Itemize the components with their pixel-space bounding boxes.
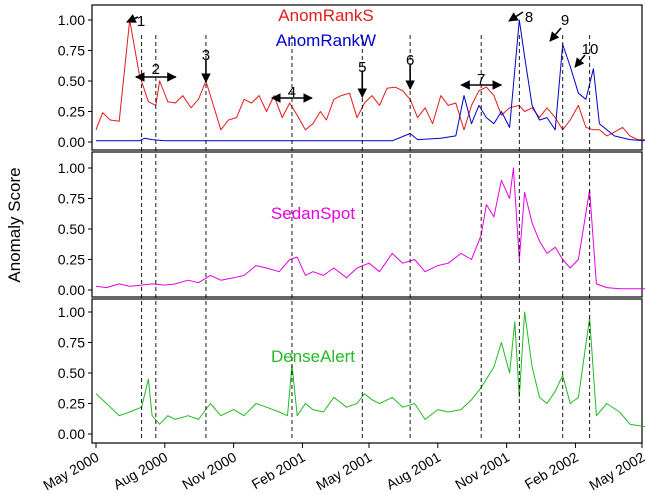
y-axis-label: Anomaly Score [5,167,24,282]
series-label-sedanspot: SedanSpot [271,204,355,223]
series-line-anomrankw [96,19,645,142]
y-tick-label: 0.00 [58,134,85,150]
annotation-9: 9 [549,12,569,42]
y-tick-label: 0.75 [58,43,85,59]
y-tick-label: 0.75 [58,191,85,207]
y-tick-label: 0.25 [58,396,85,412]
y-tick-label: 1.00 [58,12,85,28]
annotation-arrow [508,11,524,22]
panel-frame [91,151,643,298]
y-tick-label: 0.50 [58,365,85,381]
panel-3: 0.00 0.25 0.50 0.75 1.00 DenseAlert [58,298,645,444]
x-tick-label: May 2001 [313,449,374,494]
annotation-label: 5 [358,59,366,76]
annotation-label: 3 [202,47,210,64]
annotation-2: 2 [134,61,177,82]
annotation-label: 10 [582,41,599,58]
y-tick-label: 0.25 [58,252,85,268]
annotation-5: 5 [357,59,368,98]
annotation-label: 2 [152,61,160,78]
annotation-label: 1 [137,13,145,30]
x-tick-label: Nov 2001 [452,449,512,493]
annotation-4: 4 [271,84,313,103]
panel-1: 0.00 0.25 0.50 0.75 1.00 AnomRankS AnomRankW [58,4,645,151]
series-label-anomrankw: AnomRankW [276,31,376,50]
panel-frame [91,4,643,151]
panels: 0.000.250.500.751.00 AnomRankSAnomRankW0.… [58,4,645,444]
y-tick-label: 0.50 [58,73,85,89]
y-tick-label: 1.00 [58,304,85,320]
x-tick-label: Aug 2001 [383,449,443,493]
annotation-label: 8 [525,9,533,26]
series-line-sedanspot [95,167,645,290]
y-tick-label: 0.00 [58,282,85,298]
x-tick-label: May 2000 [40,449,101,494]
annotation-8: 8 [508,9,533,26]
anomaly-annotations: 1 2 3 4 5 6 7 8 9 10 [126,9,599,103]
x-tick-label: May 2002 [586,449,645,494]
y-tick-label: 0.00 [58,426,85,442]
annotation-arrow [126,14,139,23]
series-line-anomranks [95,19,645,141]
y-tick-label: 0.50 [58,221,85,237]
annotation-10: 10 [574,41,599,68]
x-tick-label: Aug 2000 [110,449,170,493]
y-tick-label: 0.25 [58,104,85,120]
annotation-7: 7 [460,71,503,90]
anomaly-marker-lines [141,35,591,440]
annotation-6: 6 [405,52,415,90]
x-axis: May 2000 Aug 2000 Nov 2000 Feb 2001 May 2001… [40,443,645,493]
panel-frame [91,298,643,444]
annotation-arrow [574,54,586,68]
x-tick-label: Feb 2001 [249,449,308,493]
annotation-1: 1 [126,13,145,30]
annotation-3: 3 [201,47,211,83]
annotation-label: 9 [561,12,569,29]
y-tick-label: 0.75 [58,335,85,351]
x-tick-label: Feb 2002 [522,449,581,493]
annotation-arrow [549,27,562,42]
series-label-anomranks: AnomRankS [278,6,373,25]
series-line-densealert [95,311,645,428]
annotation-label: 6 [406,52,414,69]
series-label-densealert: DenseAlert [271,347,355,366]
annotation-label: 4 [288,84,296,101]
annotation-label: 7 [477,71,485,88]
panel-2: 0.00 0.25 0.50 0.75 1.00 SedanSpot [58,151,645,298]
y-tick-label: 1.00 [58,160,85,176]
x-tick-label: Nov 2000 [179,449,239,493]
